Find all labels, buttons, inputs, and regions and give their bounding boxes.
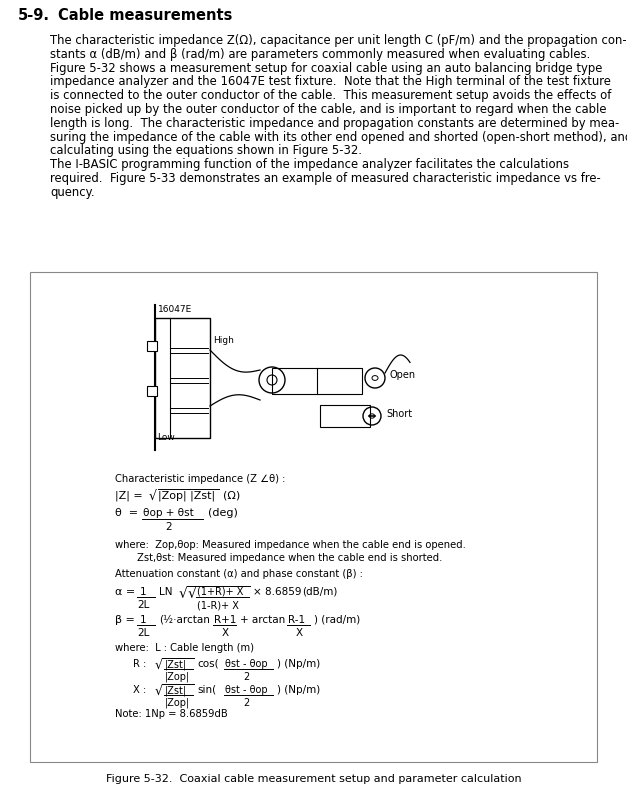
Text: Figure 5-32.  Coaxial cable measurement setup and parameter calculation: Figure 5-32. Coaxial cable measurement s… [106, 774, 521, 784]
Text: X :: X : [133, 685, 146, 695]
Text: X: X [296, 628, 303, 638]
Text: + arctan: + arctan [240, 615, 285, 625]
Text: 2: 2 [243, 672, 250, 682]
Text: 2: 2 [165, 522, 172, 532]
Text: √: √ [149, 490, 157, 503]
Text: (1+R)+ X: (1+R)+ X [197, 587, 243, 597]
Text: ) (Np/m): ) (Np/m) [277, 659, 320, 669]
Text: |Zop|: |Zop| [165, 672, 190, 682]
Text: (deg): (deg) [208, 508, 238, 518]
Text: √: √ [155, 659, 163, 672]
Text: √: √ [179, 587, 188, 601]
Text: impedance analyzer and the 16047E test fixture.  Note that the High terminal of : impedance analyzer and the 16047E test f… [50, 75, 611, 88]
Text: |Z| =: |Z| = [115, 490, 143, 501]
Text: Low: Low [157, 433, 175, 442]
Text: Attenuation constant (α) and phase constant (β) :: Attenuation constant (α) and phase const… [115, 569, 363, 579]
Text: Short: Short [386, 409, 412, 419]
Text: 1: 1 [140, 587, 147, 597]
Text: Cable measurements: Cable measurements [58, 8, 233, 23]
Text: calculating using the equations shown in Figure 5-32.: calculating using the equations shown in… [50, 144, 362, 158]
Text: Figure 5-32 shows a measurement setup for coaxial cable using an auto balancing : Figure 5-32 shows a measurement setup fo… [50, 62, 603, 74]
Text: θst - θop: θst - θop [225, 685, 268, 695]
Text: 2L: 2L [137, 628, 149, 638]
Bar [30, 272, 597, 762]
Text: length is long.  The characteristic impedance and propagation constants are dete: length is long. The characteristic imped… [50, 117, 619, 130]
Text: (Ω): (Ω) [223, 490, 240, 500]
Text: R :: R : [133, 659, 146, 669]
Bar [147, 386, 157, 396]
Text: Note: 1Np = 8.6859dB: Note: 1Np = 8.6859dB [115, 709, 228, 719]
Bar [155, 318, 210, 438]
Text: where:  L : Cable length (m): where: L : Cable length (m) [115, 643, 254, 653]
Text: θop + θst: θop + θst [143, 508, 194, 518]
Text: 2L: 2L [137, 600, 149, 610]
Text: stants α (dB/m) and β (rad/m) are parameters commonly measured when evaluating c: stants α (dB/m) and β (rad/m) are parame… [50, 48, 590, 61]
Text: |Zop|: |Zop| [165, 698, 190, 709]
Text: noise picked up by the outer conductor of the cable, and is important to regard : noise picked up by the outer conductor o… [50, 103, 606, 116]
Text: β =: β = [115, 615, 135, 625]
Text: (dB/m): (dB/m) [302, 587, 337, 597]
Text: θ  =: θ = [115, 508, 138, 518]
Text: ) (Np/m): ) (Np/m) [277, 685, 320, 695]
Text: |Zop| |Zst|: |Zop| |Zst| [158, 490, 215, 501]
Text: Open: Open [390, 370, 416, 380]
Text: cos(: cos( [197, 659, 219, 669]
Bar [147, 341, 157, 351]
Text: √: √ [188, 587, 197, 601]
Text: ) (rad/m): ) (rad/m) [314, 615, 361, 625]
Text: |Zst|: |Zst| [165, 659, 187, 670]
Bar [320, 405, 370, 427]
Text: √: √ [155, 685, 163, 698]
Text: X: X [222, 628, 229, 638]
Text: α =: α = [115, 587, 135, 597]
Text: Characteristic impedance (Z ∠θ) :: Characteristic impedance (Z ∠θ) : [115, 474, 285, 484]
Text: suring the impedance of the cable with its other end opened and shorted (open-sh: suring the impedance of the cable with i… [50, 130, 627, 143]
Text: |Zst|: |Zst| [165, 685, 187, 695]
Text: sin(: sin( [197, 685, 216, 695]
Text: where:  Zop,θop: Measured impedance when the cable end is opened.: where: Zop,θop: Measured impedance when … [115, 540, 466, 550]
Text: The I-BASIC programming function of the impedance analyzer facilitates the calcu: The I-BASIC programming function of the … [50, 158, 569, 171]
Text: 1: 1 [140, 615, 147, 625]
Text: Zst,θst: Measured impedance when the cable end is shorted.: Zst,θst: Measured impedance when the cab… [137, 553, 443, 563]
Text: High: High [213, 336, 234, 345]
Text: R-1: R-1 [288, 615, 305, 625]
Text: (½·arctan: (½·arctan [159, 615, 210, 625]
Text: × 8.6859: × 8.6859 [253, 587, 302, 597]
Text: 16047E: 16047E [158, 305, 192, 314]
Text: is connected to the outer conductor of the cable.  This measurement setup avoids: is connected to the outer conductor of t… [50, 89, 611, 102]
Text: quency.: quency. [50, 186, 95, 198]
Text: 2: 2 [243, 698, 250, 708]
Text: θst - θop: θst - θop [225, 659, 268, 669]
Text: The characteristic impedance Z(Ω), capacitance per unit length C (pF/m) and the : The characteristic impedance Z(Ω), capac… [50, 34, 626, 47]
Text: R+1: R+1 [214, 615, 236, 625]
Text: 5-9.: 5-9. [18, 8, 50, 23]
Text: (1-R)+ X: (1-R)+ X [197, 600, 239, 610]
Bar [272, 368, 362, 394]
Text: required.  Figure 5-33 demonstrates an example of measured characteristic impeda: required. Figure 5-33 demonstrates an ex… [50, 172, 601, 185]
Text: LN: LN [159, 587, 172, 597]
